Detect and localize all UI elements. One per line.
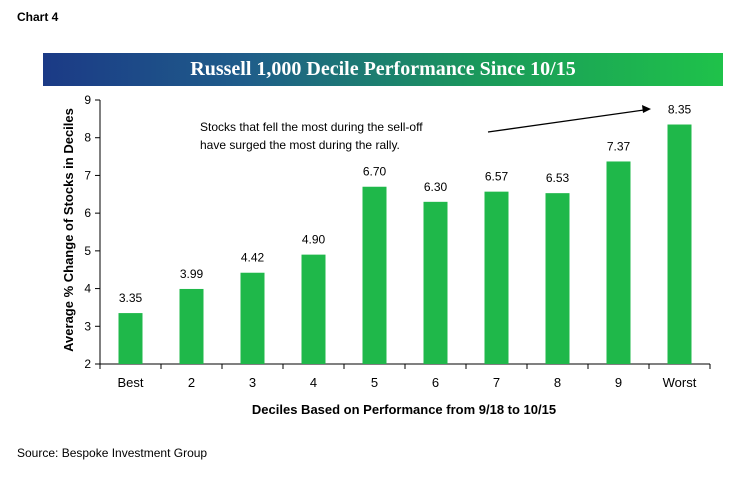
bar: [545, 193, 570, 364]
x-tick-label: 3: [249, 375, 256, 390]
bar-data-label: 6.70: [363, 165, 387, 179]
chart-number-label: Chart 4: [17, 10, 59, 24]
bar: [240, 272, 265, 364]
x-tick-label: 7: [493, 375, 500, 390]
x-axis: Best 2 3 4 5 6 7 8 9 Worst: [99, 363, 711, 390]
y-tick-label: 6: [84, 206, 91, 220]
data-labels: 3.35 3.99 4.42 4.90 6.70 6.30 6.57 6.53 7.37 8.35: [119, 103, 692, 306]
y-tick-label: 9: [84, 93, 91, 107]
x-axis-title: Deciles Based on Performance from 9/18 t…: [252, 402, 556, 417]
bar-data-label: 8.35: [668, 103, 692, 117]
bar: [667, 124, 692, 364]
x-tick-label: 4: [310, 375, 317, 390]
annotation-line-2: have surged the most during the rally.: [200, 138, 400, 152]
y-tick-label: 5: [84, 244, 91, 258]
x-tick-label: Best: [117, 375, 143, 390]
x-tick-label: 9: [615, 375, 622, 390]
chart-title: Russell 1,000 Decile Performance Since 1…: [43, 53, 723, 86]
bar: [301, 254, 326, 364]
y-tick-label: 2: [84, 357, 91, 371]
source-note: Source: Bespoke Investment Group: [17, 446, 208, 460]
bar: [118, 313, 143, 364]
bar: [362, 186, 387, 364]
bar-data-label: 4.90: [302, 233, 326, 247]
bar-data-label: 3.35: [119, 291, 143, 305]
annotation: Stocks that fell the most during the sel…: [200, 105, 651, 152]
bar-data-label: 6.57: [485, 170, 509, 184]
y-tick-label: 4: [84, 282, 91, 296]
annotation-line-1: Stocks that fell the most during the sel…: [200, 120, 423, 134]
bar: [179, 288, 204, 364]
bar: [606, 161, 631, 364]
annotation-arrow: [487, 109, 645, 133]
x-tick-label: 2: [188, 375, 195, 390]
bar-data-label: 3.99: [180, 267, 204, 281]
annotation-arrowhead: [642, 105, 651, 113]
bar-data-label: 6.53: [546, 171, 570, 185]
bar-data-label: 4.42: [241, 251, 265, 265]
x-tick-label: Worst: [663, 375, 697, 390]
y-tick-label: 7: [84, 168, 91, 182]
y-tick-label: 3: [84, 319, 91, 333]
bar-data-label: 7.37: [607, 139, 631, 153]
y-axis-title: Average % Change of Stocks in Deciles: [61, 108, 76, 352]
y-tick-label: 8: [84, 131, 91, 145]
bar-data-label: 6.30: [424, 180, 448, 194]
x-tick-label: 5: [371, 375, 378, 390]
bar: [423, 201, 448, 364]
bar: [484, 191, 509, 364]
x-tick-label: 6: [432, 375, 439, 390]
x-tick-label: 8: [554, 375, 561, 390]
bar-chart: 2 3 4 5 6 7 8 9 Best 2 3 4 5 6 7 8 9 Worst 3.35 3.99 4.42 4…: [61, 93, 711, 417]
bar-series: [118, 124, 692, 364]
y-axis: 2 3 4 5 6 7 8 9: [84, 93, 101, 371]
